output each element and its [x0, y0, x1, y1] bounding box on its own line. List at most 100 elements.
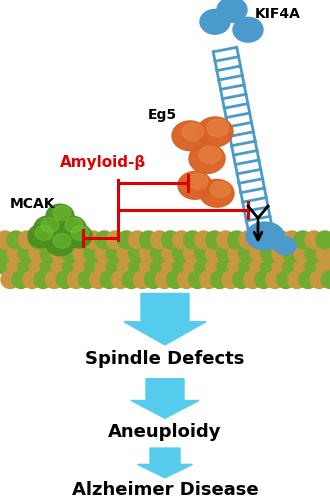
Circle shape: [128, 231, 147, 249]
Circle shape: [51, 245, 69, 262]
Circle shape: [217, 256, 235, 274]
Circle shape: [128, 256, 147, 274]
FancyArrow shape: [138, 448, 192, 478]
Circle shape: [140, 231, 157, 249]
Circle shape: [183, 256, 202, 274]
Ellipse shape: [46, 232, 74, 256]
Circle shape: [310, 270, 328, 288]
Circle shape: [250, 231, 268, 249]
Circle shape: [239, 256, 257, 274]
Circle shape: [200, 270, 217, 288]
Circle shape: [217, 245, 235, 262]
Circle shape: [106, 245, 124, 262]
Ellipse shape: [200, 10, 230, 34]
Circle shape: [316, 231, 330, 249]
Circle shape: [34, 270, 52, 288]
Circle shape: [206, 256, 224, 274]
Ellipse shape: [46, 204, 74, 228]
Circle shape: [51, 231, 69, 249]
Circle shape: [183, 231, 202, 249]
Circle shape: [117, 245, 135, 262]
Circle shape: [40, 245, 58, 262]
Circle shape: [195, 245, 213, 262]
Circle shape: [150, 256, 169, 274]
Circle shape: [7, 231, 25, 249]
Circle shape: [84, 245, 102, 262]
Circle shape: [305, 231, 323, 249]
Circle shape: [18, 256, 36, 274]
Circle shape: [233, 270, 251, 288]
Ellipse shape: [199, 146, 221, 164]
Circle shape: [23, 270, 41, 288]
Circle shape: [305, 256, 323, 274]
Circle shape: [173, 245, 190, 262]
Ellipse shape: [188, 174, 208, 190]
Ellipse shape: [210, 182, 230, 198]
Circle shape: [40, 256, 58, 274]
Circle shape: [145, 270, 162, 288]
FancyArrow shape: [131, 378, 199, 418]
Text: KIF4A: KIF4A: [255, 7, 301, 21]
Ellipse shape: [233, 18, 263, 42]
Ellipse shape: [64, 224, 92, 248]
Circle shape: [294, 245, 312, 262]
Circle shape: [167, 270, 184, 288]
Text: Amyloid-β: Amyloid-β: [60, 154, 146, 170]
Circle shape: [45, 270, 63, 288]
Circle shape: [283, 231, 301, 249]
Ellipse shape: [41, 218, 59, 232]
Ellipse shape: [217, 0, 247, 22]
Circle shape: [117, 231, 135, 249]
Circle shape: [0, 245, 14, 262]
Circle shape: [316, 256, 330, 274]
Circle shape: [206, 245, 224, 262]
Circle shape: [150, 231, 169, 249]
Ellipse shape: [182, 123, 204, 141]
Circle shape: [288, 270, 306, 288]
Circle shape: [0, 231, 14, 249]
Ellipse shape: [197, 117, 233, 146]
Circle shape: [40, 231, 58, 249]
Circle shape: [283, 245, 301, 262]
Ellipse shape: [178, 172, 212, 199]
Circle shape: [12, 270, 30, 288]
Ellipse shape: [246, 222, 284, 250]
Circle shape: [7, 245, 25, 262]
Circle shape: [67, 270, 85, 288]
Circle shape: [95, 256, 113, 274]
Circle shape: [29, 231, 47, 249]
Ellipse shape: [58, 216, 86, 240]
Ellipse shape: [200, 180, 234, 207]
Circle shape: [106, 231, 124, 249]
Ellipse shape: [71, 226, 89, 240]
Circle shape: [73, 256, 91, 274]
Circle shape: [0, 256, 14, 274]
Circle shape: [7, 256, 25, 274]
Circle shape: [316, 245, 330, 262]
Text: Alzheimer Disease: Alzheimer Disease: [72, 480, 258, 498]
Ellipse shape: [274, 237, 296, 254]
Circle shape: [195, 256, 213, 274]
Circle shape: [29, 256, 47, 274]
Circle shape: [222, 270, 240, 288]
Circle shape: [173, 231, 190, 249]
Circle shape: [299, 270, 317, 288]
Circle shape: [95, 245, 113, 262]
Circle shape: [228, 231, 246, 249]
Circle shape: [140, 256, 157, 274]
Circle shape: [1, 270, 19, 288]
Circle shape: [128, 245, 147, 262]
Circle shape: [261, 231, 279, 249]
Circle shape: [272, 256, 290, 274]
Circle shape: [62, 245, 80, 262]
Ellipse shape: [34, 216, 62, 240]
Circle shape: [78, 270, 96, 288]
Text: Spindle Defects: Spindle Defects: [85, 350, 245, 368]
Circle shape: [211, 270, 229, 288]
Text: Aneuploidy: Aneuploidy: [108, 423, 222, 441]
Circle shape: [122, 270, 140, 288]
Circle shape: [228, 245, 246, 262]
Ellipse shape: [207, 119, 229, 137]
Circle shape: [133, 270, 151, 288]
Circle shape: [89, 270, 107, 288]
